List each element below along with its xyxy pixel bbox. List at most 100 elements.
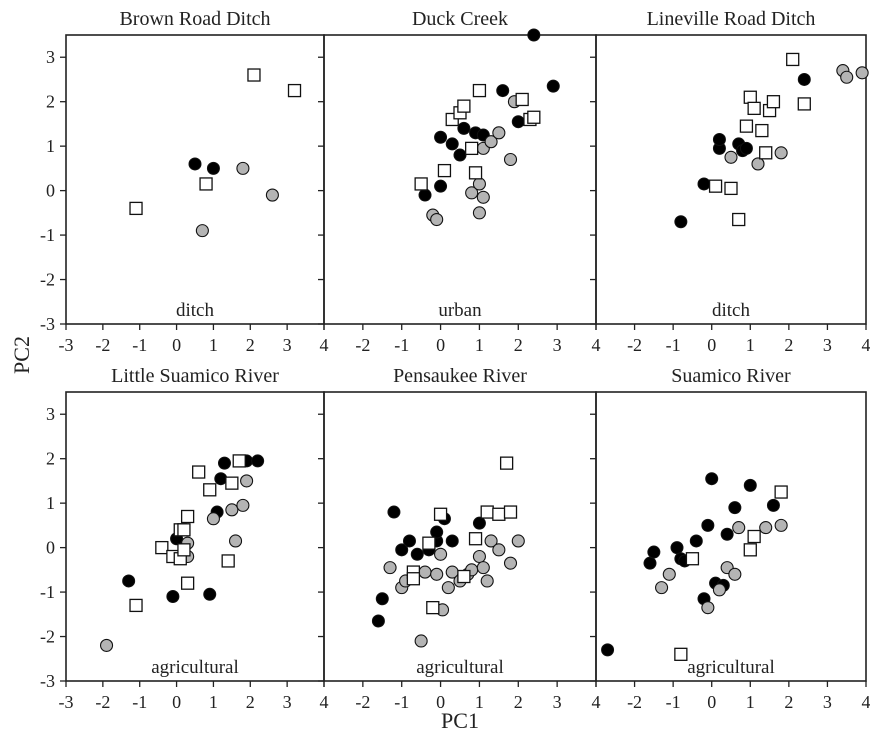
gray-circle-point xyxy=(418,565,432,579)
gray-circle-point xyxy=(503,556,518,570)
x-axis-label: PC1 xyxy=(441,708,479,733)
x-tick-label: 2 xyxy=(784,335,793,355)
gray-circle-point xyxy=(774,518,788,532)
x-tick-label: -2 xyxy=(355,692,370,712)
filled-circle-point xyxy=(712,132,726,146)
filled-circle-point xyxy=(203,587,217,601)
panel-title: Suamico River xyxy=(671,365,791,387)
open-square-point xyxy=(492,507,506,521)
open-square-point xyxy=(406,572,421,586)
gray-circle-point xyxy=(465,186,479,200)
y-tick-label: 0 xyxy=(46,538,55,558)
open-square-point xyxy=(766,95,781,109)
panel-annotation: urban xyxy=(438,300,482,321)
gray-circle-point xyxy=(732,521,746,535)
gray-circle-point xyxy=(383,561,397,575)
x-tick-label: 2 xyxy=(246,692,255,712)
gray-circle-point xyxy=(434,547,448,561)
filled-circle-point xyxy=(434,130,448,144)
open-square-point xyxy=(468,532,483,546)
x-tick-label: -2 xyxy=(95,692,110,712)
y-tick-label: -1 xyxy=(40,225,55,245)
panel-annotation: agricultural xyxy=(151,657,239,678)
panel-title: Pensaukee River xyxy=(393,365,527,387)
filled-circle-point xyxy=(670,541,684,555)
filled-circle-point xyxy=(643,556,657,570)
open-square-point xyxy=(685,552,700,566)
gray-circle-point xyxy=(724,150,738,164)
gray-circle-point xyxy=(472,549,486,564)
x-tick-label: 3 xyxy=(283,692,292,712)
open-square-point xyxy=(426,600,440,615)
gray-circle-point xyxy=(662,567,676,581)
x-tick-label: 4 xyxy=(862,335,870,355)
panel-annotation: agricultural xyxy=(416,657,504,678)
gray-circle-point xyxy=(430,567,444,581)
panel-3: Lineville Road Ditch ditch -2 -1 0 1 2 3 4 xyxy=(590,8,870,355)
open-square-point xyxy=(203,483,217,497)
open-square-point xyxy=(732,212,746,227)
gray-circle-point xyxy=(774,146,788,160)
x-tick-label: 2 xyxy=(514,335,523,355)
y-tick-label: 2 xyxy=(46,92,55,112)
open-square-point xyxy=(225,476,239,490)
gray-circle-point xyxy=(492,126,506,140)
filled-circle-point xyxy=(445,534,459,548)
x-tick-label: -1 xyxy=(394,692,409,712)
open-square-point xyxy=(129,201,143,216)
open-square-point xyxy=(708,179,723,193)
gray-circle-point xyxy=(701,601,715,615)
x-tick-label: -2 xyxy=(355,335,370,355)
panel-annotation: ditch xyxy=(712,300,750,321)
panel-5: Pensaukee River agricultural -2 -1 0 1 2 3 4 xyxy=(318,365,601,712)
open-square-point xyxy=(155,540,169,555)
filled-circle-point xyxy=(453,148,467,162)
gray-circle-point xyxy=(511,534,525,548)
gray-circle-point xyxy=(484,135,498,149)
x-tick-label: 4 xyxy=(862,692,870,712)
filled-circle-point xyxy=(375,592,389,606)
x-tick-label: -3 xyxy=(59,335,74,355)
gray-circle-point xyxy=(759,521,773,535)
open-square-point xyxy=(180,576,195,590)
filled-circle-point xyxy=(445,137,459,151)
x-tick-label: 2 xyxy=(246,335,255,355)
open-square-point xyxy=(743,90,757,104)
open-square-point xyxy=(199,177,213,191)
gray-circle-point xyxy=(236,161,250,175)
gray-circle-point xyxy=(655,581,669,595)
gray-circle-point xyxy=(430,212,444,227)
x-tick-label: -1 xyxy=(132,692,147,712)
filled-circle-point xyxy=(705,472,719,486)
filled-circle-point xyxy=(697,177,711,191)
gray-circle-point xyxy=(225,503,239,517)
gray-circle-point xyxy=(265,188,279,202)
x-tick-label: 1 xyxy=(209,692,218,712)
open-square-point xyxy=(247,68,261,82)
gray-circle-point xyxy=(472,206,486,220)
filled-circle-point xyxy=(601,643,615,657)
gray-circle-point xyxy=(206,512,220,526)
gray-circle-point xyxy=(472,177,486,191)
x-tick-label: -1 xyxy=(666,335,681,355)
filled-circle-point xyxy=(371,614,385,628)
x-tick-label: 4 xyxy=(592,692,601,712)
panel-2: Duck Creek urban -2 -1 0 1 2 3 4 xyxy=(318,8,601,355)
y-tick-label: -2 xyxy=(40,627,55,647)
panels-group: Brown Road Ditch ditch -3 -2 -1 0 1 2 3 4 -3 -2 -1 0 1… xyxy=(40,8,870,712)
x-tick-label: 0 xyxy=(436,692,445,712)
x-tick-label: 3 xyxy=(283,335,292,355)
x-tick-label: 1 xyxy=(475,692,484,712)
x-tick-label: -1 xyxy=(666,692,681,712)
x-tick-label: 0 xyxy=(172,692,181,712)
plot-frame xyxy=(595,34,867,325)
x-tick-label: 4 xyxy=(592,335,601,355)
x-tick-label: -1 xyxy=(132,335,147,355)
x-tick-label: 2 xyxy=(514,692,523,712)
y-tick-label: 2 xyxy=(46,449,55,469)
open-square-point xyxy=(747,529,761,544)
x-tick-label: 0 xyxy=(172,335,181,355)
panel-4: Little Suamico River agricultural -3 -2 -1 0 1… xyxy=(40,365,329,712)
x-tick-label: -2 xyxy=(95,335,110,355)
x-tick-label: -2 xyxy=(627,335,642,355)
